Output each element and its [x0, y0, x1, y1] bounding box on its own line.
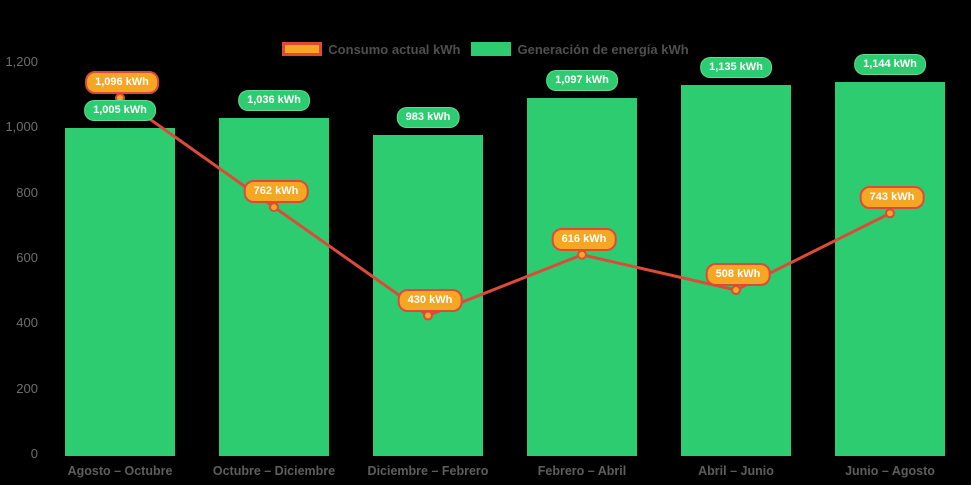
legend-item-generacion-energia[interactable]: Generación de energía kWh: [471, 41, 689, 57]
y-axis-tick-label: 400: [16, 315, 38, 331]
line-value-badge: 430 kWh: [397, 288, 463, 312]
bar-value-badge: 1,144 kWh: [854, 54, 926, 76]
generation-bar[interactable]: [527, 97, 637, 456]
y-axis-tick-label: 600: [16, 250, 38, 265]
x-axis-category-label: Abril – Junio: [698, 464, 774, 478]
x-axis-category-label: Junio – Agosto: [845, 464, 935, 478]
bar-series-swatch-icon: [471, 42, 512, 56]
y-axis-tick-label: 0: [30, 446, 38, 461]
line-value-badge: 616 kWh: [551, 227, 617, 251]
x-axis-category-label: Diciembre – Febrero: [367, 464, 489, 478]
bar-value-badge: 1,135 kWh: [700, 57, 772, 79]
consumption-point[interactable]: [577, 249, 587, 260]
y-axis-tick-label: 200: [16, 380, 38, 396]
legend-label-consumo: Consumo actual kWh: [328, 41, 461, 57]
generation-bar[interactable]: [219, 117, 329, 456]
line-value-badge: 508 kWh: [705, 263, 771, 287]
x-axis-category-label: Agosto – Octubre: [67, 464, 173, 478]
y-axis-tick-label: 1,200: [5, 54, 38, 69]
x-axis-category-label: Octubre – Diciembre: [212, 464, 336, 478]
chart-legend: Consumo actual kWh Generación de energía…: [0, 41, 971, 57]
y-axis-tick-label: 1,000: [5, 119, 38, 135]
x-axis-category-label: Febrero – Abril: [537, 464, 627, 478]
legend-label-generacion: Generación de energía kWh: [517, 41, 689, 57]
bar-value-badge: 1,005 kWh: [84, 99, 156, 121]
line-value-badge: 762 kWh: [243, 180, 309, 204]
line-value-badge: 1,096 kWh: [85, 70, 159, 94]
consumption-point[interactable]: [423, 310, 433, 321]
generation-bar[interactable]: [65, 127, 175, 456]
bar-value-badge: 983 kWh: [396, 106, 460, 128]
y-axis-tick-label: 800: [16, 184, 38, 200]
line-series-swatch-icon: [282, 42, 323, 56]
legend-item-consumo-actual[interactable]: Consumo actual kWh: [282, 42, 460, 57]
bar-value-badge: 1,097 kWh: [546, 69, 618, 91]
consumption-point[interactable]: [885, 208, 895, 219]
consumption-point[interactable]: [269, 202, 279, 213]
generation-bar[interactable]: [835, 82, 945, 456]
line-value-badge: 743 kWh: [859, 186, 925, 210]
consumption-point[interactable]: [731, 285, 741, 296]
bar-value-badge: 1,036 kWh: [238, 89, 310, 111]
